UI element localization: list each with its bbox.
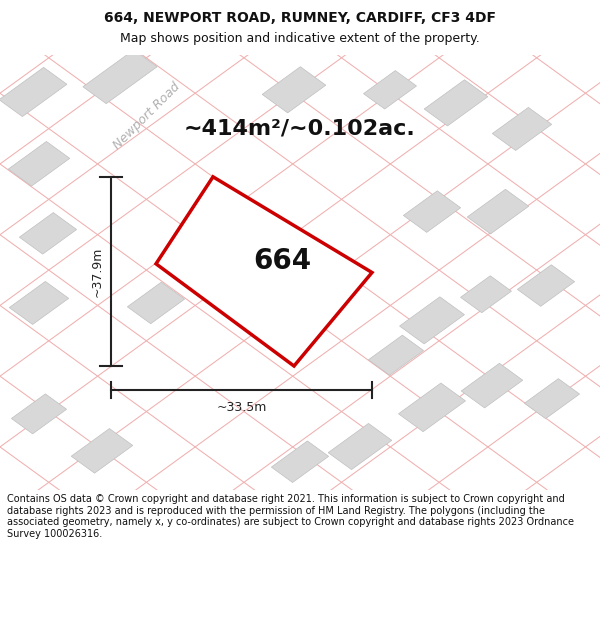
Text: 664, NEWPORT ROAD, RUMNEY, CARDIFF, CF3 4DF: 664, NEWPORT ROAD, RUMNEY, CARDIFF, CF3 … xyxy=(104,11,496,25)
Polygon shape xyxy=(524,379,580,419)
Polygon shape xyxy=(368,335,424,375)
Polygon shape xyxy=(8,141,70,186)
Polygon shape xyxy=(262,67,326,113)
Text: ~414m²/~0.102ac.: ~414m²/~0.102ac. xyxy=(184,119,416,139)
Polygon shape xyxy=(271,441,329,483)
Polygon shape xyxy=(403,191,461,232)
Polygon shape xyxy=(364,71,416,109)
Text: Newport Road: Newport Road xyxy=(111,80,183,152)
Polygon shape xyxy=(156,177,372,366)
Polygon shape xyxy=(19,213,77,254)
Polygon shape xyxy=(10,281,68,324)
Polygon shape xyxy=(400,297,464,344)
Polygon shape xyxy=(424,80,488,126)
Polygon shape xyxy=(398,383,466,432)
Text: 664: 664 xyxy=(254,247,312,275)
Polygon shape xyxy=(71,429,133,473)
Polygon shape xyxy=(461,363,523,408)
Polygon shape xyxy=(493,107,551,151)
Polygon shape xyxy=(517,265,575,306)
Polygon shape xyxy=(0,68,67,117)
Polygon shape xyxy=(467,189,529,234)
Text: Map shows position and indicative extent of the property.: Map shows position and indicative extent… xyxy=(120,32,480,45)
Text: ~33.5m: ~33.5m xyxy=(217,401,266,414)
Text: Contains OS data © Crown copyright and database right 2021. This information is : Contains OS data © Crown copyright and d… xyxy=(7,494,574,539)
Polygon shape xyxy=(328,423,392,469)
Polygon shape xyxy=(127,282,185,324)
Polygon shape xyxy=(11,394,67,434)
Polygon shape xyxy=(461,276,511,312)
Polygon shape xyxy=(83,50,157,104)
Text: ~37.9m: ~37.9m xyxy=(91,246,104,297)
